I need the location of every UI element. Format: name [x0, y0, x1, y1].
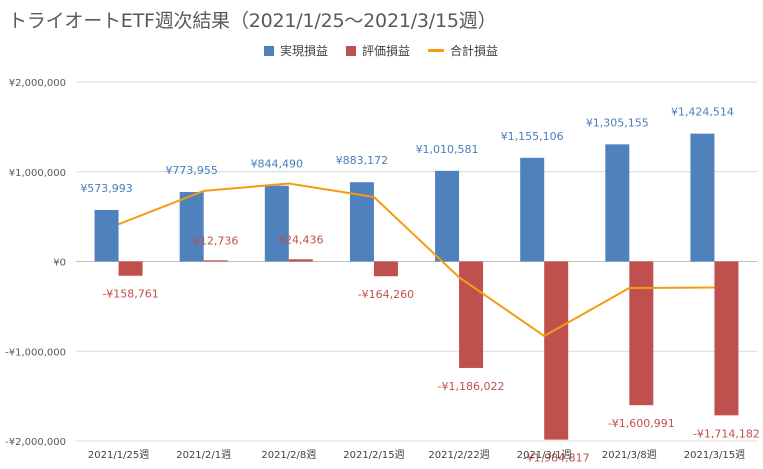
chart-title: トライオートETF週次結果（2021/1/25～2021/3/15週）	[8, 10, 497, 32]
legend-item-unrealized: 評価損益	[346, 42, 410, 59]
bar-realized	[605, 144, 630, 262]
bar-realized	[435, 170, 460, 262]
bar-realized	[179, 192, 204, 262]
y-tick-label: -¥1,000,000	[5, 347, 66, 358]
legend-label-unrealized: 評価損益	[362, 44, 411, 58]
x-category-label: 2021/2/8週	[261, 449, 316, 461]
data-label-realized: ¥1,155,106	[501, 130, 564, 143]
x-category-label: 2021/2/1週	[176, 449, 231, 461]
legend: 実現損益 評価損益 合計損益	[0, 42, 763, 62]
x-category-label: 2021/3/15週	[684, 449, 745, 461]
legend-swatch-realized	[264, 45, 274, 56]
bar-unrealized	[459, 261, 484, 368]
bar-realized	[690, 133, 715, 262]
data-label-unrealized: ¥12,736	[193, 234, 239, 247]
data-label-realized: ¥883,172	[336, 154, 389, 167]
y-tick-label: ¥1,000,000	[9, 168, 66, 179]
bar-unrealized	[288, 259, 313, 262]
data-label-realized: ¥1,010,581	[416, 143, 479, 156]
legend-item-total: 合計損益	[428, 42, 498, 59]
data-label-unrealized: -¥1,186,022	[438, 380, 505, 393]
bar-realized	[264, 185, 289, 262]
legend-swatch-unrealized	[346, 45, 356, 56]
legend-item-realized: 実現損益	[264, 42, 328, 59]
bar-unrealized	[203, 260, 228, 262]
y-tick-label: ¥0	[53, 258, 66, 269]
data-label-realized: ¥773,955	[165, 164, 218, 177]
data-label-unrealized: -¥164,260	[358, 288, 414, 301]
data-label-unrealized: -¥1,984,817	[523, 452, 590, 465]
x-category-label: 2021/2/15週	[343, 449, 404, 461]
data-label-realized: ¥573,993	[80, 182, 133, 195]
bar-realized	[94, 209, 119, 262]
x-category-label: 2021/2/22週	[428, 449, 489, 461]
y-tick-label: -¥2,000,000	[5, 437, 66, 448]
data-label-realized: ¥1,305,155	[586, 116, 649, 129]
x-category-label: 2021/1/25週	[88, 449, 149, 461]
y-tick-label: ¥2,000,000	[9, 78, 66, 89]
legend-label-total: 合計損益	[450, 44, 499, 58]
bar-unrealized	[714, 261, 739, 416]
x-category-label: 2021/3/1週	[517, 449, 572, 461]
data-label-unrealized: -¥158,761	[102, 288, 158, 301]
line-total	[118, 182, 715, 337]
legend-swatch-total	[428, 49, 444, 52]
legend-label-realized: 実現損益	[280, 44, 329, 58]
data-label-unrealized: -¥1,600,991	[608, 417, 675, 430]
x-category-label: 2021/3/8週	[602, 449, 657, 461]
data-label-realized: ¥844,490	[251, 158, 304, 171]
bar-realized	[520, 157, 545, 262]
bar-unrealized	[544, 261, 569, 440]
data-label-realized: ¥1,424,514	[671, 106, 734, 119]
bar-unrealized	[118, 261, 143, 276]
data-label-unrealized: ¥24,436	[278, 233, 324, 246]
bar-unrealized	[629, 261, 654, 406]
bar-unrealized	[373, 261, 398, 277]
data-label-unrealized: -¥1,714,182	[693, 427, 760, 440]
